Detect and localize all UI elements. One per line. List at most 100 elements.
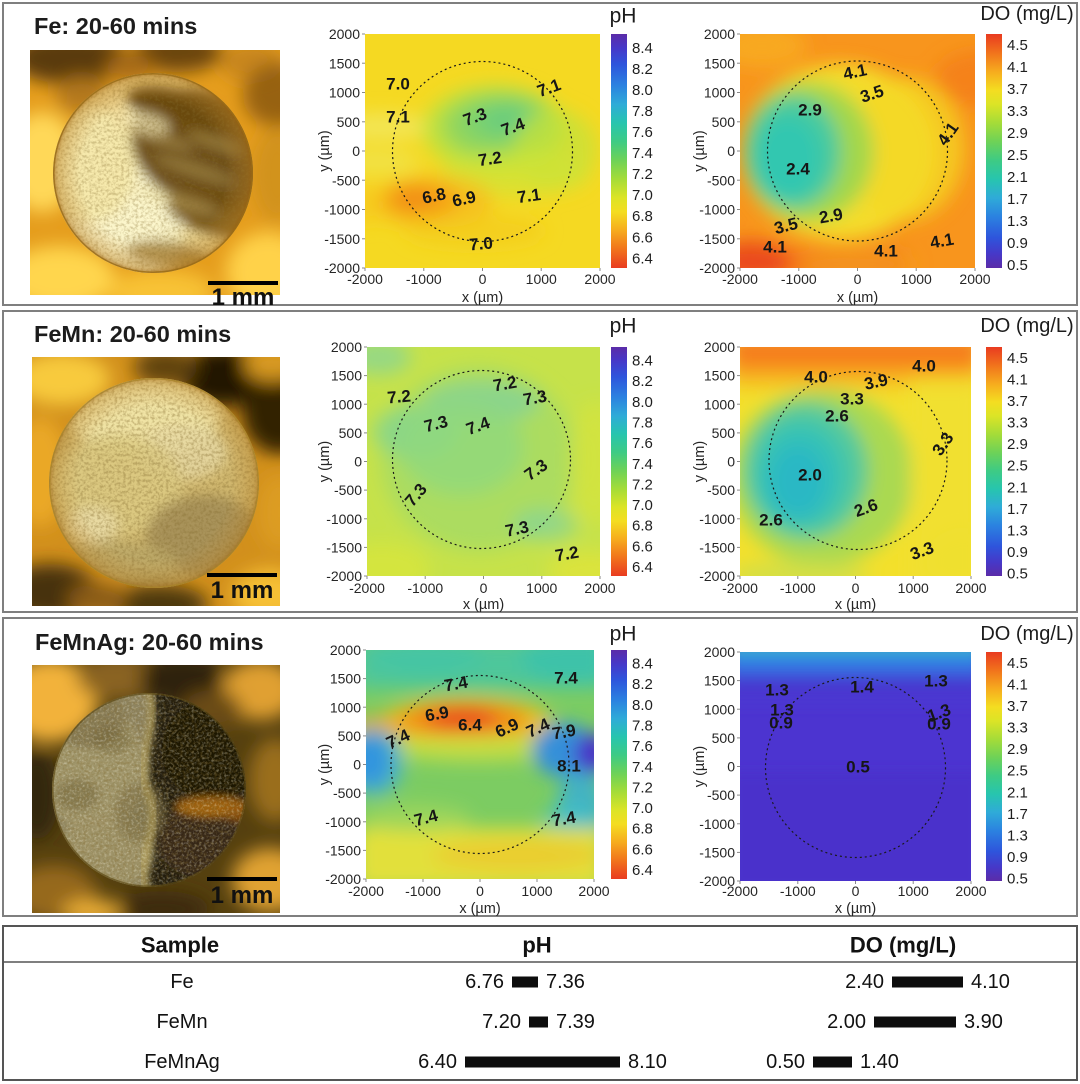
svg-text:2.6: 2.6 [825, 407, 849, 426]
svg-text:7.39: 7.39 [556, 1011, 595, 1033]
svg-text:6.4: 6.4 [632, 250, 653, 267]
svg-text:1.7: 1.7 [1007, 806, 1028, 823]
svg-text:-1000: -1000 [699, 202, 735, 218]
svg-text:0.5: 0.5 [1007, 566, 1028, 583]
svg-text:3.7: 3.7 [1007, 698, 1028, 715]
svg-text:1.3: 1.3 [765, 681, 789, 700]
svg-text:6.9: 6.9 [450, 187, 477, 210]
svg-text:-2000: -2000 [699, 260, 735, 276]
svg-text:-1000: -1000 [780, 883, 816, 899]
svg-text:-2000: -2000 [349, 580, 385, 596]
svg-text:-1000: -1000 [781, 271, 817, 287]
svg-text:7.4: 7.4 [632, 759, 653, 776]
svg-text:1500: 1500 [704, 368, 735, 384]
svg-text:6.6: 6.6 [632, 841, 653, 858]
svg-text:7.4: 7.4 [551, 807, 578, 830]
svg-text:2000: 2000 [329, 26, 360, 42]
svg-text:1500: 1500 [704, 673, 735, 689]
svg-text:500: 500 [339, 425, 363, 441]
svg-text:7.4: 7.4 [443, 672, 470, 695]
svg-text:8.0: 8.0 [632, 394, 653, 411]
svg-text:7.2: 7.2 [632, 166, 653, 183]
svg-text:y (µm): y (µm) [317, 130, 333, 171]
svg-text:7.2: 7.2 [477, 148, 503, 170]
svg-text:3.9: 3.9 [862, 370, 889, 393]
svg-text:-2000: -2000 [325, 871, 361, 887]
svg-text:-500: -500 [334, 482, 362, 498]
svg-text:1000: 1000 [704, 701, 735, 717]
svg-text:y (µm): y (µm) [692, 441, 708, 482]
svg-text:2000: 2000 [704, 26, 735, 42]
svg-text:2.5: 2.5 [1007, 458, 1028, 475]
svg-text:FeMnAg: FeMnAg [144, 1051, 220, 1073]
svg-text:1000: 1000 [704, 85, 735, 101]
svg-text:-1500: -1500 [699, 539, 735, 555]
svg-text:4.1: 4.1 [1007, 677, 1028, 694]
svg-text:1500: 1500 [331, 368, 362, 384]
svg-text:4.1: 4.1 [841, 60, 868, 83]
svg-text:3.3: 3.3 [1007, 415, 1028, 432]
svg-text:1000: 1000 [329, 85, 360, 101]
svg-text:1000: 1000 [901, 271, 932, 287]
svg-text:7.20: 7.20 [482, 1011, 521, 1033]
svg-text:2.9: 2.9 [818, 205, 845, 228]
svg-text:3.3: 3.3 [840, 390, 864, 409]
svg-text:7.2: 7.2 [554, 543, 581, 566]
svg-text:y (µm): y (µm) [692, 130, 708, 171]
svg-text:2.6: 2.6 [759, 511, 783, 530]
svg-text:2.1: 2.1 [1007, 479, 1028, 496]
svg-text:1000: 1000 [898, 580, 929, 596]
svg-text:8.2: 8.2 [632, 373, 653, 390]
svg-text:Sample: Sample [141, 933, 219, 958]
svg-text:1000: 1000 [704, 396, 735, 412]
svg-text:2.00: 2.00 [827, 1011, 866, 1033]
svg-text:6.6: 6.6 [632, 229, 653, 246]
svg-text:1.3: 1.3 [1007, 213, 1028, 230]
svg-text:4.1: 4.1 [929, 230, 956, 253]
svg-text:2000: 2000 [704, 339, 735, 355]
svg-text:FeMn: 20-60 mins: FeMn: 20-60 mins [34, 321, 231, 347]
svg-text:0: 0 [476, 883, 484, 899]
svg-text:y (µm): y (µm) [692, 746, 708, 787]
svg-text:-2000: -2000 [722, 580, 758, 596]
svg-text:-2000: -2000 [348, 883, 384, 899]
svg-text:6.8: 6.8 [420, 184, 447, 207]
svg-text:500: 500 [338, 728, 362, 744]
svg-text:2000: 2000 [584, 580, 615, 596]
svg-text:2000: 2000 [578, 883, 609, 899]
svg-text:2000: 2000 [959, 271, 990, 287]
svg-text:-1000: -1000 [780, 580, 816, 596]
svg-text:8.4: 8.4 [632, 353, 653, 370]
svg-text:FeMnAg: 20-60 mins: FeMnAg: 20-60 mins [35, 629, 264, 655]
svg-text:-1000: -1000 [324, 202, 360, 218]
svg-text:1000: 1000 [521, 883, 552, 899]
svg-text:4.0: 4.0 [804, 368, 828, 387]
svg-text:7.0: 7.0 [468, 234, 493, 255]
svg-text:0.9: 0.9 [1007, 235, 1028, 252]
svg-text:7.4: 7.4 [632, 456, 653, 473]
svg-text:1500: 1500 [329, 55, 360, 71]
svg-text:1.3: 1.3 [770, 701, 794, 720]
svg-text:0.5: 0.5 [846, 758, 870, 777]
svg-text:7.3: 7.3 [503, 517, 530, 541]
svg-text:Fe: 20-60 mins: Fe: 20-60 mins [34, 13, 197, 39]
svg-text:7.2: 7.2 [386, 387, 411, 408]
svg-text:1.7: 1.7 [1007, 191, 1028, 208]
svg-text:8.4: 8.4 [632, 656, 653, 673]
svg-text:6.8: 6.8 [632, 518, 653, 535]
svg-text:1.3: 1.3 [1007, 827, 1028, 844]
svg-text:0.9: 0.9 [1007, 849, 1028, 866]
svg-text:0: 0 [354, 454, 362, 470]
svg-text:8.1: 8.1 [557, 757, 581, 776]
svg-text:7.0: 7.0 [386, 75, 410, 94]
svg-text:FeMn: FeMn [156, 1011, 207, 1033]
svg-text:-2000: -2000 [326, 568, 362, 584]
svg-text:0: 0 [852, 883, 860, 899]
svg-text:-500: -500 [333, 785, 361, 801]
svg-text:8.2: 8.2 [632, 61, 653, 78]
svg-text:-2000: -2000 [699, 873, 735, 889]
svg-text:0.9: 0.9 [769, 714, 793, 733]
svg-text:3.3: 3.3 [1007, 103, 1028, 120]
svg-text:Fe: Fe [170, 971, 193, 993]
svg-text:4.0: 4.0 [912, 357, 936, 376]
